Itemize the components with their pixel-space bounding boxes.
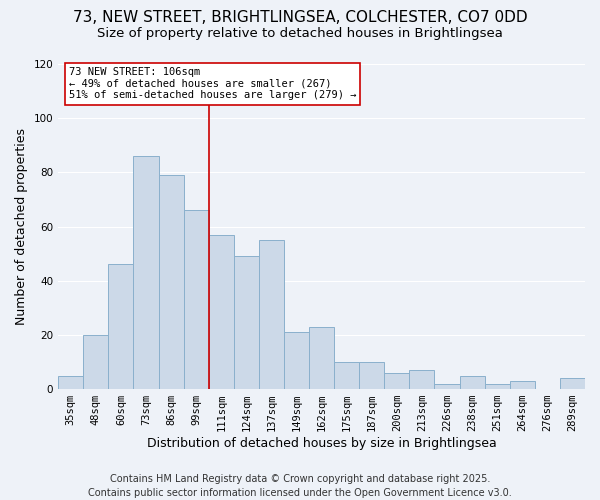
Bar bbox=[58, 376, 83, 389]
Bar bbox=[209, 234, 234, 389]
Bar bbox=[510, 381, 535, 389]
Bar bbox=[409, 370, 434, 389]
Bar bbox=[158, 175, 184, 389]
Bar bbox=[309, 327, 334, 389]
Bar bbox=[334, 362, 359, 389]
Bar bbox=[284, 332, 309, 389]
Bar bbox=[485, 384, 510, 389]
Text: 73, NEW STREET, BRIGHTLINGSEA, COLCHESTER, CO7 0DD: 73, NEW STREET, BRIGHTLINGSEA, COLCHESTE… bbox=[73, 10, 527, 25]
Text: Size of property relative to detached houses in Brightlingsea: Size of property relative to detached ho… bbox=[97, 28, 503, 40]
Bar bbox=[560, 378, 585, 389]
Bar bbox=[359, 362, 385, 389]
Text: Contains HM Land Registry data © Crown copyright and database right 2025.
Contai: Contains HM Land Registry data © Crown c… bbox=[88, 474, 512, 498]
Y-axis label: Number of detached properties: Number of detached properties bbox=[15, 128, 28, 325]
Bar bbox=[83, 335, 109, 389]
Bar bbox=[259, 240, 284, 389]
Bar bbox=[385, 373, 409, 389]
Bar bbox=[434, 384, 460, 389]
Bar bbox=[133, 156, 158, 389]
Bar bbox=[234, 256, 259, 389]
Bar bbox=[109, 264, 133, 389]
Bar bbox=[184, 210, 209, 389]
Text: 73 NEW STREET: 106sqm
← 49% of detached houses are smaller (267)
51% of semi-det: 73 NEW STREET: 106sqm ← 49% of detached … bbox=[69, 68, 356, 100]
X-axis label: Distribution of detached houses by size in Brightlingsea: Distribution of detached houses by size … bbox=[147, 437, 496, 450]
Bar bbox=[460, 376, 485, 389]
